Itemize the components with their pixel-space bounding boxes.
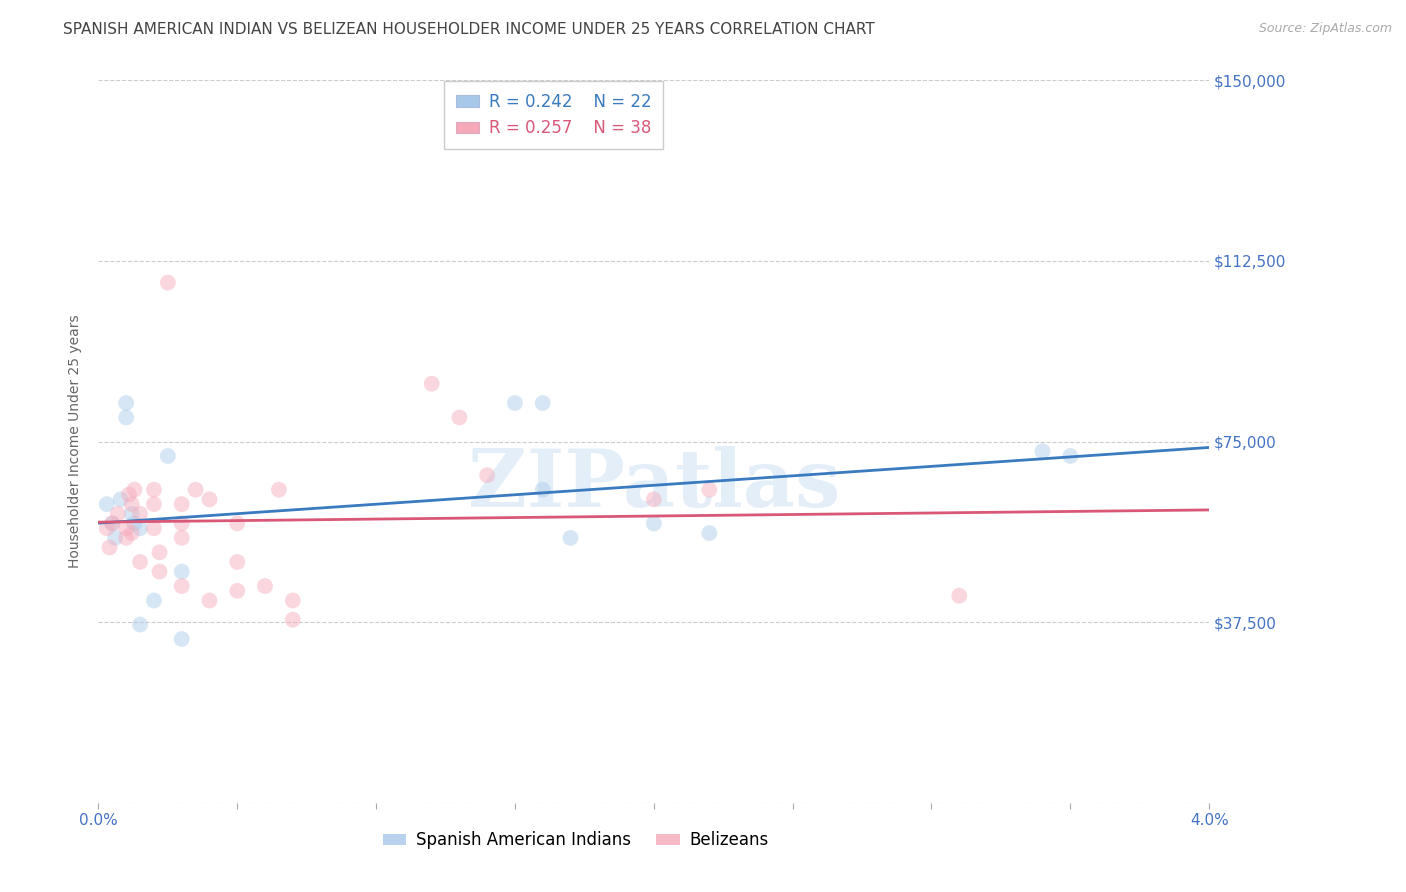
Point: [115, 521, 138, 535]
Point: [531, 483, 554, 497]
Point: [170, 632, 193, 646]
Point: [156, 276, 179, 290]
Point: [281, 593, 304, 607]
Point: [129, 617, 152, 632]
Point: [226, 555, 249, 569]
Point: [143, 483, 166, 497]
Text: ZIPatlas: ZIPatlas: [468, 446, 839, 524]
Point: [115, 410, 138, 425]
Point: [156, 449, 179, 463]
Point: [184, 483, 207, 497]
Point: [148, 565, 170, 579]
Point: [115, 396, 138, 410]
Point: [121, 507, 143, 521]
Point: [560, 531, 582, 545]
Point: [101, 516, 124, 531]
Point: [107, 507, 129, 521]
Legend: Spanish American Indians, Belizeans: Spanish American Indians, Belizeans: [377, 824, 776, 856]
Point: [129, 507, 152, 521]
Point: [115, 531, 138, 545]
Point: [699, 483, 721, 497]
Point: [101, 516, 124, 531]
Text: SPANISH AMERICAN INDIAN VS BELIZEAN HOUSEHOLDER INCOME UNDER 25 YEARS CORRELATIO: SPANISH AMERICAN INDIAN VS BELIZEAN HOUS…: [63, 22, 875, 37]
Point: [143, 593, 166, 607]
Point: [1059, 449, 1081, 463]
Point: [503, 396, 526, 410]
Point: [170, 516, 193, 531]
Point: [129, 555, 152, 569]
Point: [121, 526, 143, 541]
Point: [475, 468, 499, 483]
Point: [170, 497, 193, 511]
Point: [170, 565, 193, 579]
Point: [531, 396, 554, 410]
Point: [96, 521, 118, 535]
Point: [643, 492, 665, 507]
Point: [148, 545, 170, 559]
Point: [104, 531, 127, 545]
Point: [281, 613, 304, 627]
Point: [143, 521, 166, 535]
Text: Source: ZipAtlas.com: Source: ZipAtlas.com: [1258, 22, 1392, 36]
Point: [643, 516, 665, 531]
Point: [96, 497, 118, 511]
Point: [98, 541, 121, 555]
Point: [129, 521, 152, 535]
Point: [124, 516, 146, 531]
Point: [1032, 444, 1054, 458]
Point: [198, 593, 221, 607]
Point: [143, 497, 166, 511]
Point: [170, 579, 193, 593]
Point: [121, 497, 143, 511]
Point: [124, 483, 146, 497]
Point: [449, 410, 471, 425]
Point: [118, 487, 141, 501]
Point: [226, 583, 249, 598]
Point: [948, 589, 970, 603]
Point: [170, 531, 193, 545]
Point: [253, 579, 276, 593]
Y-axis label: Householder Income Under 25 years: Householder Income Under 25 years: [69, 315, 83, 568]
Point: [110, 492, 132, 507]
Point: [226, 516, 249, 531]
Point: [198, 492, 221, 507]
Point: [420, 376, 443, 391]
Point: [267, 483, 290, 497]
Point: [699, 526, 721, 541]
